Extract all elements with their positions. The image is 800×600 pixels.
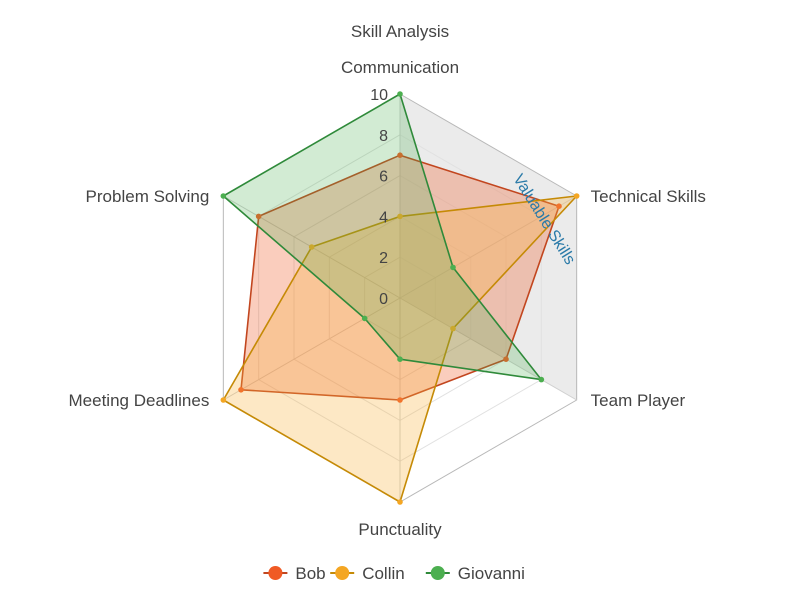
axis-label: Meeting Deadlines	[69, 391, 210, 410]
series-layer	[220, 91, 580, 505]
data-point	[450, 264, 456, 271]
data-point	[573, 193, 580, 199]
tick-label: 0	[379, 291, 388, 308]
legend-marker	[268, 566, 283, 580]
data-point	[538, 376, 545, 383]
axis-label: Punctuality	[358, 520, 442, 539]
tick-label: 2	[379, 250, 388, 267]
axis-label: Problem Solving	[86, 187, 210, 206]
data-point	[220, 193, 227, 199]
axis-spoke	[223, 297, 401, 401]
legend-label: Giovanni	[458, 564, 525, 583]
data-point	[255, 213, 262, 220]
legend-marker	[335, 566, 350, 580]
series-giovanni	[220, 91, 545, 383]
tick-label: 4	[379, 209, 388, 226]
data-point	[308, 244, 315, 250]
data-point	[397, 397, 403, 403]
tick-label: 8	[379, 128, 388, 145]
axis-label-layer: Communication Technical Skills Team Player…	[69, 58, 706, 539]
legend-item-bob[interactable]: Bob	[263, 564, 326, 583]
axis-spoke	[399, 195, 577, 299]
legend: Bob Collin Giovanni	[263, 564, 525, 583]
data-point	[397, 213, 403, 220]
data-point	[556, 203, 562, 209]
legend-marker	[430, 566, 445, 580]
legend-label: Bob	[295, 564, 325, 583]
axis-label: Communication	[341, 58, 459, 77]
axis-label: Technical Skills	[591, 187, 706, 206]
legend-label: Collin	[362, 564, 405, 583]
data-point	[397, 91, 403, 97]
data-point	[503, 356, 509, 363]
tick-label: 10	[370, 87, 388, 104]
tick-label: 6	[379, 169, 388, 186]
data-point	[397, 499, 403, 505]
legend-item-collin[interactable]: Collin	[330, 564, 405, 583]
data-point	[238, 387, 244, 393]
data-point	[450, 325, 456, 332]
series-bob	[238, 152, 562, 403]
data-point	[220, 397, 227, 403]
axis-label: Team Player	[591, 391, 686, 410]
data-point	[361, 315, 368, 322]
chart-title: Skill Analysis	[351, 22, 449, 41]
data-point	[397, 152, 403, 158]
data-point	[397, 356, 403, 363]
legend-item-giovanni[interactable]: Giovanni	[425, 564, 525, 583]
tick-layer: 0 2 4 6 8 10	[370, 87, 388, 308]
axis-spoke	[399, 297, 577, 401]
